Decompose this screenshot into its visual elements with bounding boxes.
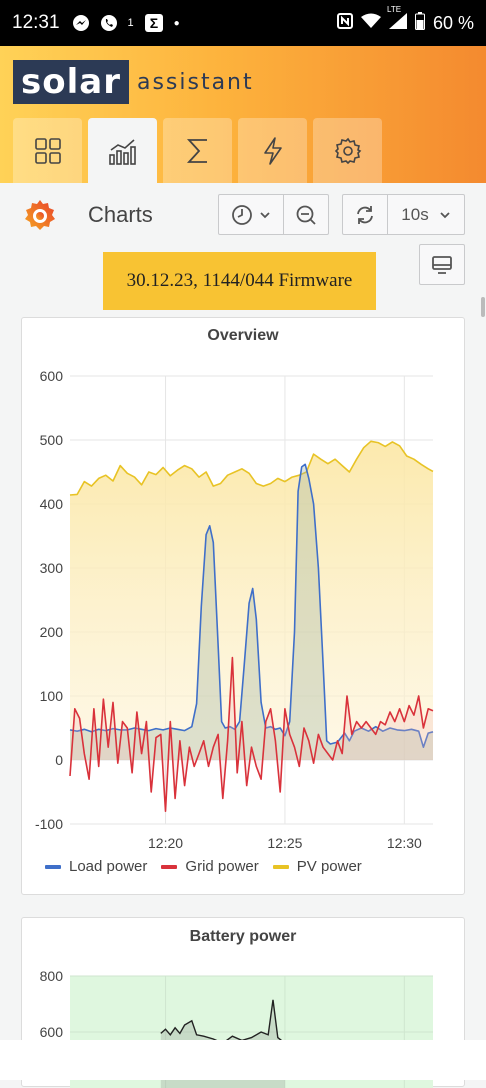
series-line-pv-power — [69, 440, 434, 496]
legend-load-power[interactable]: Load power — [45, 858, 147, 875]
y-tick-label: 100 — [40, 688, 64, 704]
messenger-icon — [72, 14, 90, 32]
battery-series-line — [160, 999, 286, 1045]
firmware-banner: 30.12.23, 1144/044 Firmware — [103, 252, 376, 310]
overview-panel: Overview 600 500 400 300 200 100 0 -100 12:20 12:… — [21, 317, 465, 895]
y-tick-label: 200 — [40, 624, 64, 640]
dashboard-toolbar: Charts 10s — [0, 183, 486, 245]
overview-title: Overview — [207, 327, 279, 344]
series-area-pv-power — [70, 441, 433, 760]
dot-icon: ● — [173, 17, 180, 29]
chevron-down-icon — [440, 211, 450, 218]
monitor-icon — [432, 255, 452, 274]
logo-assistant: assistant — [136, 69, 254, 95]
signal-icon: LTE — [387, 5, 407, 34]
refresh-interval-select[interactable]: 10s — [387, 194, 465, 235]
page-scrollbar[interactable] — [481, 297, 485, 317]
charts-icon — [108, 138, 136, 165]
y-tick-label: 500 — [40, 432, 64, 448]
y-tick-label: 300 — [40, 560, 64, 576]
svg-text:Σ: Σ — [149, 15, 157, 31]
y-tick-label: 600 — [40, 1024, 64, 1040]
series-line-grid-power — [69, 656, 434, 813]
legend-pv-swatch — [272, 864, 289, 869]
refresh-icon — [357, 205, 373, 224]
y-tick-label: 0 — [55, 752, 63, 768]
x-tick-label: 12:20 — [148, 835, 183, 851]
phone-icon — [100, 14, 118, 32]
zoom-out-button[interactable] — [283, 194, 329, 235]
battery-title: Battery power — [189, 928, 297, 945]
firmware-text: 30.12.23, 1144/044 Firmware — [126, 270, 353, 291]
refresh-button[interactable] — [342, 194, 388, 235]
status-time: 12:31 — [12, 12, 60, 33]
y-tick-label: 600 — [40, 368, 64, 384]
tab-power[interactable] — [238, 118, 307, 183]
solar-assistant-logo[interactable]: solar assistant — [13, 60, 254, 104]
power-lightning-icon — [263, 136, 282, 165]
tv-mode-button[interactable] — [419, 244, 465, 285]
overview-legend: Load power Grid power PV power — [45, 858, 362, 875]
legend-pv-label: PV power — [296, 858, 362, 875]
chevron-down-icon — [260, 211, 270, 218]
tab-totals[interactable] — [163, 118, 232, 183]
bottom-bar — [0, 1040, 486, 1080]
series-area-load-power — [70, 464, 433, 760]
legend-grid-label: Grid power — [185, 858, 259, 875]
tab-dashboard[interactable] — [13, 118, 82, 183]
y-tick-label: 800 — [40, 968, 64, 984]
legend-load-label: Load power — [69, 858, 148, 875]
clock-icon — [232, 204, 252, 225]
zoom-out-icon — [296, 205, 316, 225]
settings-gear-icon — [334, 137, 361, 164]
nfc-icon — [336, 12, 353, 34]
overview-chart: 600 500 400 300 200 100 0 -100 12:20 12:25 12:30 — [35, 368, 434, 851]
battery-icon — [414, 11, 425, 35]
wifi-icon — [360, 13, 381, 34]
x-tick-label: 12:30 — [387, 835, 422, 851]
legend-load-swatch — [45, 864, 61, 869]
page-title: Charts — [88, 202, 153, 227]
main-tabs — [13, 118, 382, 183]
refresh-interval-value: 10s — [401, 204, 429, 224]
notification-count: 1 — [127, 17, 134, 29]
totals-sigma-icon — [186, 138, 207, 163]
app-header: solar assistant — [0, 46, 486, 183]
battery-percent: 60 % — [432, 12, 474, 33]
grafana-logo-icon[interactable] — [22, 197, 58, 233]
legend-grid-power[interactable]: Grid power — [161, 858, 259, 875]
tab-settings[interactable] — [313, 118, 382, 183]
time-picker-button[interactable] — [218, 194, 284, 235]
tab-charts[interactable] — [88, 118, 157, 183]
status-bar: 12:31 1 Σ ● LTE 60 % — [0, 0, 486, 46]
series-area-grid-power — [70, 657, 433, 812]
logo-solar: solar — [13, 60, 129, 104]
y-tick-label: -100 — [35, 816, 63, 832]
dashboard-grid-icon — [34, 137, 61, 164]
y-tick-label: 400 — [40, 496, 64, 512]
legend-pv-power[interactable]: PV power — [272, 858, 362, 875]
network-type: LTE — [386, 4, 402, 14]
legend-grid-swatch — [161, 864, 178, 869]
sigma-app-icon: Σ — [144, 13, 164, 33]
x-tick-label: 12:25 — [267, 835, 302, 851]
